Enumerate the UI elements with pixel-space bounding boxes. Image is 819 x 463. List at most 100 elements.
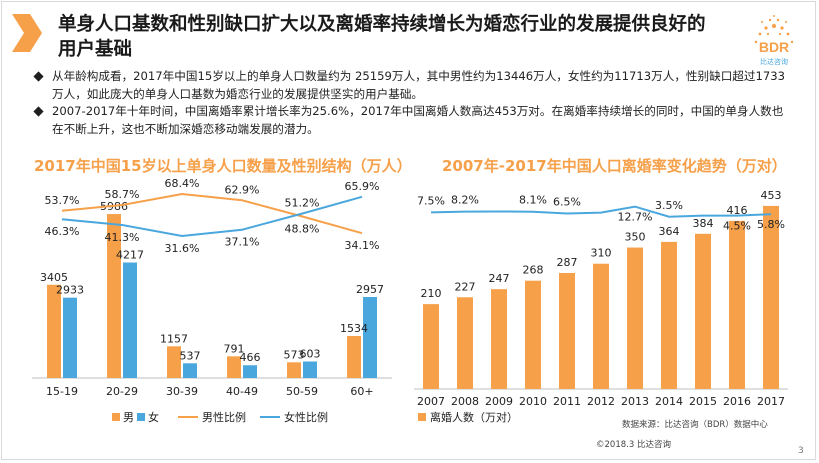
- bullet-item: 从年龄构成看，2017年中国15岁以上的单身人口数量约为 25159万人，其中男…: [32, 68, 792, 103]
- divorce-value-label: 227: [455, 280, 476, 293]
- divorce-value-label: 384: [693, 217, 714, 230]
- right-category-label: 2010: [519, 395, 547, 408]
- female-value-label: 4217: [116, 249, 144, 262]
- right-category-label: 2008: [451, 395, 479, 408]
- female-bar: [363, 297, 377, 378]
- divorce-value-label: 416: [727, 204, 748, 217]
- ratio-label: 51.2%: [285, 197, 320, 210]
- logo-text: BDR: [759, 39, 789, 55]
- female-bar: [183, 363, 197, 378]
- right-category-label: 2012: [587, 395, 615, 408]
- bullet-text: 2007-2017年十年时间，中国离婚率累计增长率为25.6%，2017年中国离…: [52, 104, 784, 136]
- legend-swatch: [112, 413, 120, 421]
- divorce-bar: [661, 241, 677, 389]
- divorce-bar: [627, 247, 643, 389]
- left-chart-title: 2017年中国15岁以上单身人口数量及性别结构（万人）: [34, 157, 412, 175]
- female-value-label: 2933: [56, 284, 84, 297]
- divorce-value-label: 247: [489, 272, 510, 285]
- copyright: ©2018.3 比达咨询: [596, 440, 671, 450]
- bdr-logo: BDR 比达咨询: [754, 15, 794, 66]
- male-bar: [167, 346, 181, 378]
- female-value-label: 603: [300, 347, 321, 360]
- right-category-label: 2016: [723, 395, 751, 408]
- male-value-label: 573: [284, 348, 305, 361]
- legend-label: 女性比例: [284, 410, 328, 424]
- divorce-bar: [763, 205, 779, 389]
- rate-label: 5.8%: [757, 218, 785, 231]
- right-chart-title: 2007年-2017年中国人口离婚率变化趋势（万对）: [442, 157, 787, 175]
- female-bar: [303, 361, 317, 378]
- rate-label: 6.5%: [553, 195, 581, 208]
- male-bar: [47, 284, 61, 378]
- rate-label: 7.5%: [417, 194, 445, 207]
- male-ratio-line: [61, 192, 363, 235]
- legend-label: 男性比例: [202, 410, 246, 424]
- male-value-label: 791: [224, 342, 245, 355]
- male-value-label: 1534: [340, 322, 368, 335]
- legend-label: 男: [123, 411, 134, 424]
- divorce-bar: [559, 273, 575, 389]
- bullet-text: 从年龄构成看，2017年中国15岁以上的单身人口数量约为 25159万人，其中男…: [52, 69, 786, 101]
- rate-label: 8.2%: [451, 194, 479, 207]
- female-value-label: 466: [240, 351, 261, 364]
- divorce-value-label: 364: [659, 225, 680, 238]
- divorce-value-label: 350: [625, 231, 646, 244]
- right-category-label: 2011: [553, 395, 581, 408]
- left-category-label: 40-49: [226, 385, 258, 398]
- ratio-label: 53.7%: [45, 194, 80, 207]
- female-value-label: 537: [180, 349, 201, 362]
- bullet-list: 从年龄构成看，2017年中国15岁以上的单身人口数量约为 25159万人，其中男…: [32, 68, 792, 138]
- ratio-label: 65.9%: [345, 180, 380, 193]
- male-bar: [347, 335, 361, 378]
- divorce-bar: [729, 220, 745, 389]
- right-category-label: 2015: [689, 395, 717, 408]
- left-category-label: 30-39: [166, 385, 198, 398]
- divorce-bar: [593, 263, 609, 389]
- legend-label: 女: [148, 410, 159, 424]
- left-category-label: 50-59: [286, 385, 318, 398]
- male-value-label: 1157: [160, 332, 188, 345]
- female-bar: [243, 365, 257, 378]
- rate-label: 8.1%: [519, 194, 547, 207]
- ratio-label: 62.9%: [225, 183, 260, 196]
- legend-swatch: [418, 413, 426, 421]
- divorce-value-label: 268: [523, 264, 544, 277]
- page-number: 3: [798, 446, 804, 456]
- ratio-label: 41.3%: [105, 231, 140, 244]
- male-bar: [287, 362, 301, 378]
- male-bar: [227, 356, 241, 378]
- divorce-bar: [457, 297, 473, 389]
- ratio-label: 68.4%: [165, 177, 200, 190]
- page-title: 单身人口基数和性别缺口扩大以及离婚率持续增长为婚恋行业的发展提供良好的用户基础: [58, 14, 706, 60]
- divorce-value-label: 453: [761, 189, 782, 202]
- bullet-item: 2007-2017年十年时间，中国离婚率累计增长率为25.6%，2017年中国离…: [32, 103, 792, 138]
- rate-label: 3.5%: [655, 199, 683, 212]
- divorce-bar: [695, 233, 711, 389]
- male-value-label: 3405: [40, 271, 68, 284]
- title-marker-icon: [12, 14, 42, 52]
- rate-label: 12.7%: [618, 211, 653, 224]
- right-category-label: 2017: [757, 395, 785, 408]
- female-bar: [123, 262, 137, 378]
- ratio-label: 31.6%: [165, 242, 200, 255]
- right-category-label: 2009: [485, 395, 513, 408]
- divorce-bar: [491, 289, 507, 389]
- right-category-label: 2013: [621, 395, 649, 408]
- ratio-label: 34.1%: [345, 239, 380, 252]
- logo-sunburst-icon: [754, 15, 794, 44]
- right-category-label: 2014: [655, 395, 683, 408]
- ratio-label: 46.3%: [45, 225, 80, 238]
- female-value-label: 2957: [356, 283, 384, 296]
- right-category-label: 2007: [417, 395, 445, 408]
- divorce-value-label: 210: [421, 287, 442, 300]
- logo-subtext: 比达咨询: [760, 57, 788, 66]
- ratio-label: 58.7%: [105, 188, 140, 201]
- divorce-bar: [525, 280, 541, 389]
- female-ratio-line: [61, 195, 363, 238]
- left-category-label: 20-29: [106, 385, 138, 398]
- rate-label: 4.5%: [723, 220, 751, 233]
- left-category-label: 60+: [350, 385, 373, 398]
- left-category-label: 15-19: [46, 385, 78, 398]
